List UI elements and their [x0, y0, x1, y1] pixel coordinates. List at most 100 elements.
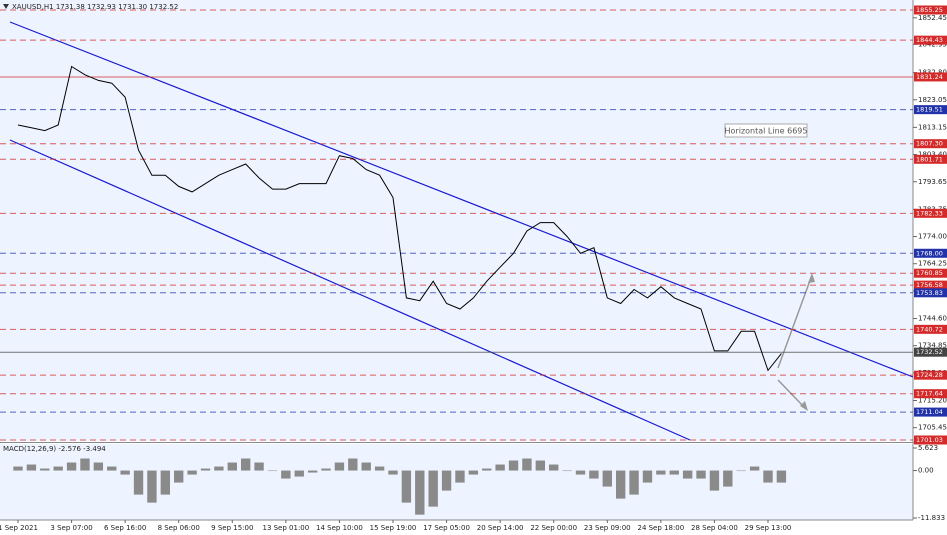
macd-bar	[495, 464, 505, 471]
y-tick-label: 1744.60	[918, 315, 947, 323]
macd-bar	[562, 470, 572, 472]
macd-bar	[374, 466, 385, 471]
macd-bar	[254, 462, 264, 471]
macd-bar	[549, 464, 559, 471]
x-tick-label: 28 Sep 04:00	[691, 524, 738, 532]
level-label: 1717.64	[916, 390, 943, 398]
y-tick-label: 1715.20	[918, 396, 947, 404]
macd-bar	[120, 470, 130, 475]
price-panel	[0, 0, 913, 441]
macd-bar	[615, 470, 626, 499]
macd-bar	[200, 468, 211, 471]
x-tick-label: 24 Sep 18:00	[637, 524, 684, 532]
level-label-box	[914, 35, 947, 45]
macd-bar	[535, 460, 546, 471]
level-label: 1768.00	[916, 249, 943, 257]
macd-bar	[160, 470, 171, 495]
x-tick-label: 17 Sep 05:00	[423, 524, 470, 532]
macd-bar	[401, 470, 412, 503]
annotation-box	[724, 123, 808, 138]
y-tick-label: 5.623	[918, 444, 938, 452]
macd-bar	[428, 470, 438, 507]
macd-bar	[508, 460, 519, 471]
level-label: 1855.25	[916, 6, 943, 14]
macd-bar	[40, 468, 50, 471]
level-label: 1831.24	[916, 73, 943, 81]
macd-bar	[455, 470, 465, 483]
macd-bar	[669, 470, 679, 475]
macd-bar	[348, 458, 358, 471]
x-tick-label: 23 Sep 09:00	[584, 524, 631, 532]
level-label-box	[914, 288, 947, 298]
macd-bar	[361, 462, 371, 471]
macd-bar	[240, 458, 251, 471]
macd-bar	[388, 470, 398, 475]
macd-bar	[468, 470, 479, 475]
x-tick-label: 29 Sep 13:00	[745, 524, 792, 532]
level-label: 1844.43	[916, 36, 943, 44]
x-tick-label: 14 Sep 10:00	[316, 524, 363, 532]
level-label: 1756.58	[916, 281, 943, 289]
macd-bar	[602, 470, 612, 487]
level-label: 1732.52	[916, 348, 943, 356]
macd-bar	[709, 470, 720, 491]
x-tick-label: 6 Sep 16:00	[104, 524, 146, 532]
macd-bar	[93, 462, 104, 471]
level-label-box	[914, 139, 947, 149]
macd-bar	[80, 458, 90, 471]
y-tick-label: 1764.25	[918, 260, 947, 268]
macd-bar	[723, 470, 733, 487]
macd-bar	[13, 466, 23, 471]
y-tick-label: -11.833	[918, 514, 945, 522]
level-label-box	[914, 435, 947, 445]
macd-bar	[629, 470, 639, 495]
level-label: 1753.83	[916, 289, 943, 297]
macd-bar	[749, 466, 760, 471]
x-tick-label: 3 Sep 07:00	[50, 524, 92, 532]
level-label: 1701.03	[916, 436, 943, 444]
level-label: 1782.33	[916, 209, 943, 217]
macd-bar	[441, 470, 452, 491]
y-tick-label: 1793.65	[918, 178, 947, 186]
macd-bar	[174, 470, 184, 483]
level-label-box	[914, 248, 947, 258]
macd-bar	[281, 470, 291, 479]
x-tick-label: 13 Sep 01:00	[262, 524, 309, 532]
macd-bar	[334, 462, 345, 471]
x-tick-label: 1 Sep 2021	[0, 524, 38, 532]
level-label: 1807.30	[916, 140, 943, 148]
level-label-box	[914, 324, 947, 334]
macd-bar	[776, 470, 787, 483]
macd-bar	[214, 466, 224, 471]
chart-title: XAUUSD,H1 1731.38 1732.93 1731.30 1732.5…	[12, 3, 178, 11]
macd-bar	[66, 462, 77, 471]
macd-bar	[575, 470, 586, 475]
header-icon	[3, 4, 9, 9]
level-label-box	[914, 154, 947, 164]
level-label: 1711.04	[916, 408, 943, 416]
level-label-box	[914, 72, 947, 82]
macd-bar	[26, 464, 37, 471]
level-label: 1760.85	[916, 269, 943, 277]
arrow-head	[808, 273, 815, 283]
level-label-box	[914, 5, 947, 15]
level-label-box	[914, 370, 947, 380]
x-tick-label: 20 Sep 14:00	[477, 524, 524, 532]
level-label-box	[914, 280, 947, 290]
channel-line	[9, 139, 691, 441]
macd-bar	[107, 466, 117, 471]
y-tick-label: 1774.00	[918, 233, 947, 241]
level-label: 1724.28	[916, 371, 943, 379]
macd-bar	[642, 470, 653, 483]
arrow-head	[800, 401, 808, 411]
x-tick-label: 8 Sep 06:00	[158, 524, 200, 532]
annotation: Horizontal Line 6695	[725, 127, 808, 136]
macd-bar	[736, 470, 746, 472]
price-line	[17, 65, 782, 372]
macd-bar	[696, 470, 706, 479]
macd-bar	[522, 458, 532, 471]
macd-bar	[307, 470, 318, 473]
macd-bar	[147, 470, 157, 503]
y-tick-label: 1803.40	[918, 151, 947, 159]
